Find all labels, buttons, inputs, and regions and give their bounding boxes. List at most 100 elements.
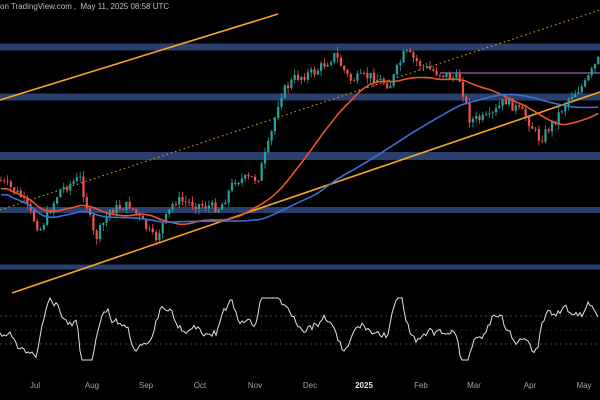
- candle-body: [471, 118, 474, 123]
- candle-body: [366, 73, 369, 79]
- candle-body: [409, 49, 412, 53]
- candle-body: [597, 56, 600, 64]
- candle-body: [316, 70, 319, 75]
- candle-body: [32, 210, 36, 222]
- candle-body: [9, 181, 12, 188]
- candle-body: [244, 174, 247, 179]
- candle-body: [118, 204, 121, 210]
- candle-body: [560, 111, 564, 113]
- candle-body: [435, 70, 438, 75]
- candle-body: [504, 99, 507, 105]
- candle-body: [346, 69, 349, 74]
- candle-body: [481, 114, 484, 120]
- candle-body: [593, 63, 597, 69]
- x-tick-label: 2025: [355, 381, 373, 390]
- candle-body: [237, 182, 240, 185]
- candle-body: [194, 206, 197, 210]
- candle-body: [201, 204, 204, 206]
- x-tick-label: Nov: [248, 381, 262, 390]
- candle-body: [577, 92, 580, 94]
- candle-body: [372, 72, 375, 83]
- trendlines: [0, 9, 600, 294]
- candle-body: [49, 211, 52, 213]
- x-tick-label: Dec: [303, 381, 317, 390]
- candle-body: [287, 85, 290, 89]
- candle-body: [131, 208, 135, 210]
- candle-body: [267, 140, 270, 153]
- candle-body: [574, 93, 577, 97]
- candle-body: [234, 182, 237, 185]
- candle-body: [432, 69, 435, 71]
- candle-body: [300, 76, 303, 81]
- candle-body: [547, 129, 550, 132]
- candle-body: [313, 69, 316, 75]
- candle-body: [524, 108, 527, 117]
- ma-long-line: [1, 93, 599, 223]
- candle-body: [306, 72, 309, 80]
- candle-body: [42, 224, 45, 230]
- candle-body: [353, 80, 356, 82]
- candle-body: [419, 61, 422, 66]
- x-axis: Jul Aug Sep Oct Nov Dec 2025 Feb Mar Apr May: [30, 381, 592, 390]
- candle-body: [445, 73, 448, 77]
- candle-body: [514, 105, 517, 111]
- candle-body: [280, 97, 283, 107]
- candle-body: [570, 96, 573, 99]
- candle-body: [349, 73, 352, 81]
- candle-body: [224, 202, 227, 205]
- zone-band: [0, 264, 600, 270]
- candle-body: [333, 53, 336, 63]
- candle-body: [303, 76, 306, 80]
- candle-body: [422, 65, 425, 67]
- candle-body: [125, 201, 128, 211]
- ma-short-line: [1, 76, 599, 226]
- candle-body: [465, 96, 468, 103]
- candle-body: [65, 186, 69, 191]
- candle-body: [174, 204, 177, 205]
- candle-body: [79, 176, 82, 178]
- candle-body: [356, 73, 359, 81]
- candle-body: [197, 204, 201, 210]
- candle-body: [541, 140, 544, 142]
- candle-body: [551, 121, 554, 132]
- candle-body: [151, 228, 154, 233]
- candle-body: [442, 75, 445, 77]
- zone-band: [0, 152, 600, 160]
- candle-body: [59, 189, 62, 198]
- candle-body: [3, 180, 6, 182]
- candle-body: [290, 79, 293, 89]
- candle-body: [257, 180, 260, 182]
- candle-body: [475, 116, 478, 119]
- candle-body: [260, 163, 263, 181]
- candle-body: [326, 64, 329, 67]
- candle-body: [362, 72, 366, 74]
- rsi-panel: [0, 296, 600, 361]
- candle-body: [227, 190, 230, 203]
- candle-body: [207, 205, 210, 209]
- candle-body: [359, 72, 362, 74]
- candle-body: [184, 201, 187, 203]
- candle-body: [438, 74, 441, 76]
- candle-body: [46, 211, 49, 225]
- x-tick-label: Oct: [194, 381, 207, 390]
- candle-body: [13, 187, 16, 193]
- candle-body: [158, 233, 161, 241]
- candle-body: [395, 65, 399, 75]
- candle-body: [161, 223, 164, 234]
- candle-body: [527, 116, 531, 127]
- header-date: May 11, 2025 08:58 UTC: [80, 2, 170, 11]
- candle-body: [428, 66, 432, 70]
- candle-body: [112, 209, 115, 214]
- candle-body: [128, 201, 131, 209]
- candle-body: [29, 204, 32, 211]
- candle-body: [39, 229, 42, 231]
- candle-body: [26, 197, 29, 205]
- candle-body: [0, 180, 3, 181]
- candle-body: [567, 98, 570, 106]
- candle-body: [105, 216, 108, 223]
- candle-body: [102, 222, 105, 226]
- candle-body: [458, 73, 461, 82]
- candle-body: [16, 190, 19, 193]
- candle-body: [389, 85, 392, 89]
